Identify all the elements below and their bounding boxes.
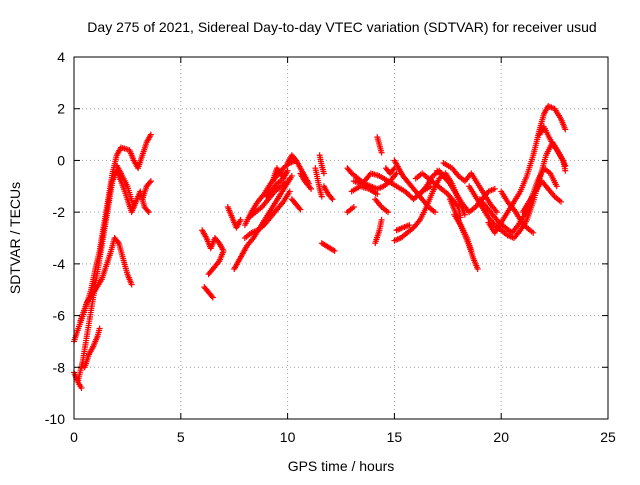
chart-title: Day 275 of 2021, Sidereal Day-to-day VTE… (87, 19, 596, 35)
data-point (493, 209, 500, 216)
data-point (406, 222, 413, 229)
y-tick-label: 0 (57, 152, 65, 168)
data-point (331, 247, 338, 254)
data-point (96, 325, 103, 332)
data-point (308, 185, 315, 192)
data-points (71, 103, 569, 391)
data-point (530, 229, 537, 236)
data-point (558, 198, 565, 205)
data-point (128, 281, 135, 288)
y-tick-label: -2 (53, 204, 66, 220)
data-point (328, 194, 335, 201)
data-point (318, 193, 325, 200)
data-point (384, 209, 391, 216)
data-point (205, 271, 212, 278)
data-point (286, 188, 293, 195)
x-tick-label: 5 (177, 429, 185, 445)
data-point (350, 203, 357, 210)
data-point (474, 266, 481, 273)
data-point (378, 149, 385, 156)
y-tick-label: -6 (53, 308, 66, 324)
x-axis-label: GPS time / hours (288, 458, 395, 474)
data-point (431, 209, 438, 216)
data-point (562, 167, 569, 174)
data-point (454, 202, 461, 209)
data-point (442, 175, 449, 182)
data-point (329, 196, 336, 203)
data-point (146, 179, 153, 186)
x-tick-label: 0 (70, 429, 78, 445)
data-point (374, 191, 381, 198)
data-point (144, 207, 151, 214)
data-point (320, 170, 327, 177)
data-point (209, 294, 216, 301)
y-tick-label: -8 (53, 359, 66, 375)
data-point (468, 247, 475, 254)
data-point (288, 172, 295, 179)
x-tick-label: 20 (493, 429, 509, 445)
data-point (130, 203, 137, 210)
y-tick-label: 4 (57, 49, 65, 65)
data-point (78, 384, 85, 391)
data-point (457, 214, 464, 221)
data-point (147, 178, 154, 185)
plot-border (73, 56, 609, 420)
axis-ticks: 0 5 10 15 20 25 -10 -8 -6 -4 -2 0 2 4 (45, 49, 616, 445)
plot-frame (73, 56, 609, 420)
data-point (206, 269, 213, 276)
data-point (145, 209, 152, 216)
data-point (553, 183, 560, 190)
data-point (562, 126, 569, 133)
data-point (114, 238, 121, 245)
data-point (296, 205, 303, 212)
y-tick-label: -4 (53, 256, 66, 272)
data-point (390, 166, 397, 173)
data-point (491, 185, 498, 192)
y-tick-label: -10 (45, 411, 65, 427)
x-tick-label: 10 (280, 429, 296, 445)
data-point (147, 131, 154, 138)
x-tick-label: 15 (387, 429, 403, 445)
data-point (282, 170, 289, 177)
y-axis-label: SDTVAR / TECUs (7, 182, 23, 294)
data-point (237, 216, 244, 223)
y-tick-label: 2 (57, 101, 65, 117)
data-point (378, 216, 385, 223)
grid-lines (74, 57, 608, 419)
x-tick-label: 25 (600, 429, 616, 445)
data-point (208, 293, 215, 300)
data-point (297, 206, 304, 213)
data-point (284, 178, 291, 185)
